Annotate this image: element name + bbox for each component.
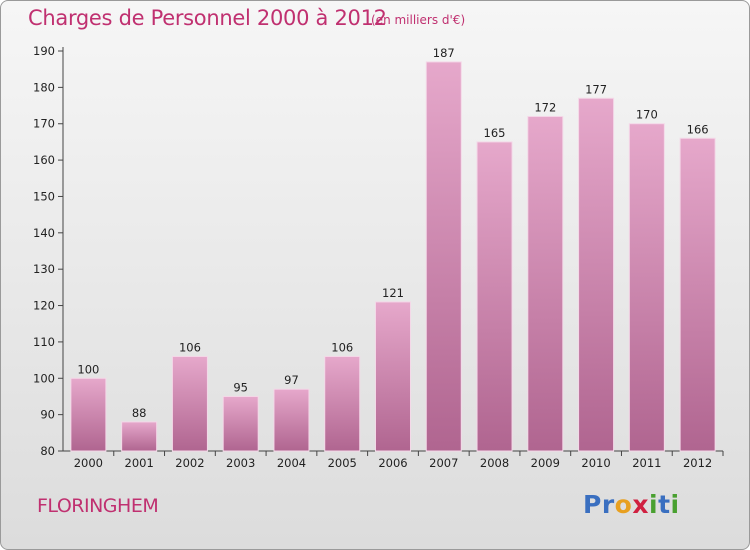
- bar: [222, 395, 259, 452]
- x-tick-label: 2009: [531, 456, 560, 470]
- y-tick-label: 180: [33, 80, 55, 94]
- x-tick-label: 2002: [175, 456, 204, 470]
- logo-letter: t: [658, 490, 671, 519]
- x-tick-label: 2012: [683, 456, 712, 470]
- y-tick-label: 170: [33, 117, 55, 131]
- data-label: 106: [331, 340, 353, 354]
- x-tick-label: 2008: [480, 456, 509, 470]
- data-label: 97: [284, 373, 299, 387]
- y-tick-label: 150: [33, 189, 55, 203]
- x-tick-label: 2005: [328, 456, 357, 470]
- bar: [273, 388, 310, 452]
- bar: [70, 377, 107, 452]
- data-label: 177: [585, 82, 607, 96]
- x-tick-label: 2006: [378, 456, 407, 470]
- bar: [375, 301, 411, 452]
- y-tick-label: 140: [33, 226, 55, 240]
- logo-letter: o: [614, 490, 633, 519]
- logo-letter: i: [670, 490, 680, 519]
- x-tick-label: 2000: [74, 456, 103, 470]
- logo-letter: i: [649, 490, 659, 519]
- bar: [171, 355, 208, 452]
- proxiti-logo[interactable]: Proxiti: [583, 490, 680, 519]
- data-label: 106: [179, 340, 201, 354]
- y-tick-label: 120: [33, 299, 55, 313]
- x-tick-label: 2007: [429, 456, 458, 470]
- bar: [324, 355, 361, 452]
- y-tick-label: 160: [33, 153, 55, 167]
- data-label: 95: [233, 380, 248, 394]
- commune-name: FLORINGHEM: [37, 495, 159, 517]
- y-tick-label: 100: [33, 371, 55, 385]
- logo-letter: P: [583, 490, 602, 519]
- bar: [679, 137, 716, 452]
- y-tick-label: 190: [33, 44, 55, 58]
- x-tick-label: 2001: [125, 456, 154, 470]
- bar: [527, 115, 564, 452]
- x-tick-label: 2011: [632, 456, 661, 470]
- bar: [628, 123, 665, 452]
- bar: [578, 97, 615, 452]
- y-tick-label: 80: [40, 444, 55, 458]
- y-tick-label: 110: [33, 335, 55, 349]
- x-tick-label: 2004: [277, 456, 306, 470]
- x-tick-label: 2010: [581, 456, 610, 470]
- x-tick-label: 2003: [226, 456, 255, 470]
- data-label: 170: [636, 108, 658, 122]
- logo-letter: r: [601, 490, 615, 519]
- bar: [425, 61, 462, 452]
- y-tick-label: 130: [33, 262, 55, 276]
- data-label: 187: [433, 46, 455, 60]
- data-label: 165: [484, 126, 506, 140]
- data-label: 172: [534, 100, 556, 114]
- bar: [476, 141, 513, 452]
- y-tick-label: 90: [40, 408, 55, 422]
- data-label: 88: [132, 406, 147, 420]
- data-label: 100: [77, 362, 99, 376]
- bar: [121, 421, 158, 452]
- logo-letter: x: [632, 490, 649, 519]
- data-label: 121: [382, 286, 404, 300]
- data-label: 166: [687, 122, 709, 136]
- chart-subtitle: (en milliers d'€): [371, 13, 466, 27]
- chart-title: Charges de Personnel 2000 à 2012: [28, 6, 387, 30]
